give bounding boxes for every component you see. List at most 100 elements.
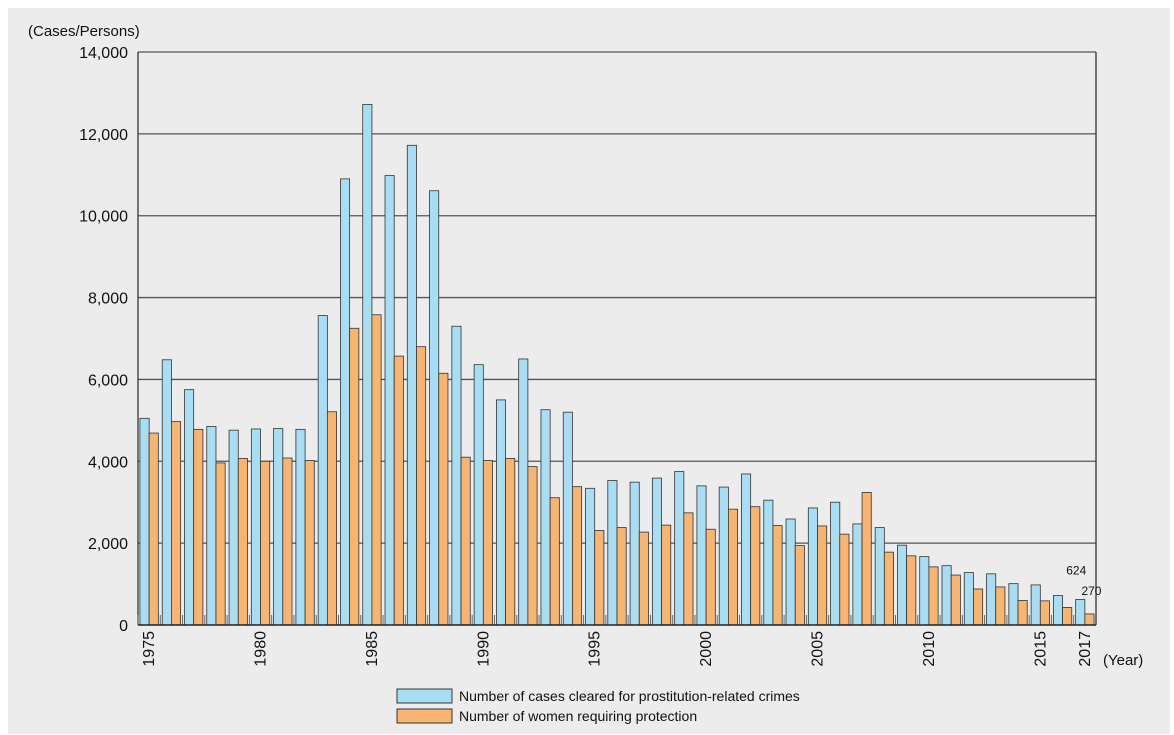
bar-women-protected (1084, 613, 1095, 626)
bar-cases-cleared (473, 364, 484, 626)
bar-cases-cleared (629, 481, 640, 626)
bar-women-protected (616, 527, 627, 626)
bar-cases-cleared (830, 501, 841, 626)
bar-cases-cleared (340, 178, 351, 626)
bar-cases-cleared (451, 325, 462, 626)
data-label: 270 (1081, 584, 1101, 598)
y-tick-label: 0 (119, 618, 128, 635)
y-tick-label: 10,000 (79, 209, 128, 226)
bar-cases-cleared (963, 572, 974, 626)
bar-cases-cleared (317, 315, 328, 626)
bar-cases-cleared (1052, 595, 1063, 626)
bar-cases-cleared (562, 411, 573, 626)
legend-swatch-women (396, 708, 453, 724)
bar-women-protected (349, 327, 360, 626)
x-tick-label: 1995 (587, 631, 604, 667)
bar-cases-cleared (919, 556, 930, 626)
x-tick-label: 2000 (698, 631, 715, 667)
bar-cases-cleared (741, 473, 752, 626)
y-unit-label: (Cases/Persons) (28, 23, 140, 40)
bar-cases-cleared (941, 565, 952, 626)
bar-cases-cleared (161, 359, 172, 626)
data-label: 624 (1066, 563, 1086, 577)
bar-women-protected (594, 530, 605, 626)
bar-cases-cleared (1008, 583, 1019, 626)
bar-cases-cleared (496, 399, 507, 626)
bar-women-protected (661, 524, 672, 626)
bar-cases-cleared (651, 477, 662, 626)
bar-women-protected (973, 588, 984, 626)
bar-women-protected (527, 466, 538, 626)
bar-women-protected (171, 421, 182, 626)
bar-women-protected (995, 586, 1006, 626)
bar-women-protected (326, 411, 337, 626)
bar-women-protected (371, 314, 382, 626)
bar-women-protected (906, 555, 917, 626)
bar-women-protected (482, 460, 493, 626)
legend-swatch-cases (396, 688, 453, 704)
bar-cases-cleared (228, 429, 239, 626)
bar-women-protected (572, 486, 583, 626)
bar-women-protected (727, 508, 738, 626)
bar-cases-cleared (1030, 584, 1041, 626)
x-tick-label: 2017 (1077, 631, 1094, 667)
bar-women-protected (393, 355, 404, 626)
bar-women-protected (950, 574, 961, 626)
bar-cases-cleared (696, 485, 707, 626)
x-axis: 1975 1980 1985 1990 1995 2000 2005 2010 2015 2017 (137, 615, 1096, 667)
x-unit-label: (Year) (1103, 652, 1143, 669)
bar-cases-cleared (273, 428, 284, 626)
bar-women-protected (1062, 607, 1073, 626)
bar-cases-cleared (250, 428, 261, 626)
bar-cases-cleared (139, 417, 150, 626)
x-tick-label: 2005 (810, 631, 827, 667)
bar-cases-cleared (585, 487, 596, 626)
bar-women-protected (683, 512, 694, 626)
x-tick-label: 1990 (475, 631, 492, 667)
bar-women-protected (193, 428, 204, 626)
x-tick-label: 1980 (253, 631, 270, 667)
bar-cases-cleared (1075, 599, 1086, 626)
y-axis: 0 2,000 4,000 6,000 8,000 10,000 12,000 14,000 (79, 45, 1097, 635)
x-tick-label: 2010 (921, 631, 938, 667)
bar-women-protected (438, 372, 449, 626)
bar-women-protected (772, 525, 783, 626)
bar-cases-cleared (540, 409, 551, 626)
bar-women-protected (260, 460, 271, 626)
bar-women-protected (215, 462, 226, 626)
bar-series (139, 103, 1095, 626)
bar-cases-cleared (674, 471, 685, 626)
bar-women-protected (638, 531, 649, 626)
bar-women-protected (861, 491, 872, 626)
bar-women-protected (148, 432, 159, 626)
bar-cases-cleared (384, 175, 395, 626)
y-tick-label: 8,000 (88, 291, 128, 308)
x-tick-label: 1975 (141, 631, 158, 667)
bar-cases-cleared (362, 103, 373, 626)
bar-cases-cleared (406, 144, 417, 626)
legend: Number of cases cleared for prostitution… (396, 688, 800, 724)
x-tick-label: 2015 (1032, 631, 1049, 667)
bar-cases-cleared (295, 428, 306, 626)
bar-cases-cleared (518, 358, 529, 626)
bar-women-protected (505, 458, 516, 626)
bar-women-protected (705, 528, 716, 626)
bar-women-protected (304, 460, 315, 626)
x-tick-label: 1985 (364, 631, 381, 667)
bar-women-protected (794, 545, 805, 626)
y-tick-label: 2,000 (88, 536, 128, 553)
bar-cases-cleared (718, 486, 729, 626)
bar-women-protected (416, 346, 427, 626)
bar-women-protected (928, 566, 939, 626)
bar-women-protected (1017, 600, 1028, 626)
bar-cases-cleared (184, 389, 195, 626)
legend-label-women: Number of women requiring protection (459, 708, 697, 724)
data-labels: 624 270 (1066, 563, 1102, 597)
y-tick-label: 4,000 (88, 454, 128, 471)
bar-women-protected (237, 458, 248, 626)
bar-cases-cleared (986, 573, 997, 626)
bar-cases-cleared (807, 507, 818, 626)
bar-women-protected (1039, 600, 1050, 626)
bar-cases-cleared (429, 190, 440, 626)
bar-women-protected (282, 457, 293, 626)
